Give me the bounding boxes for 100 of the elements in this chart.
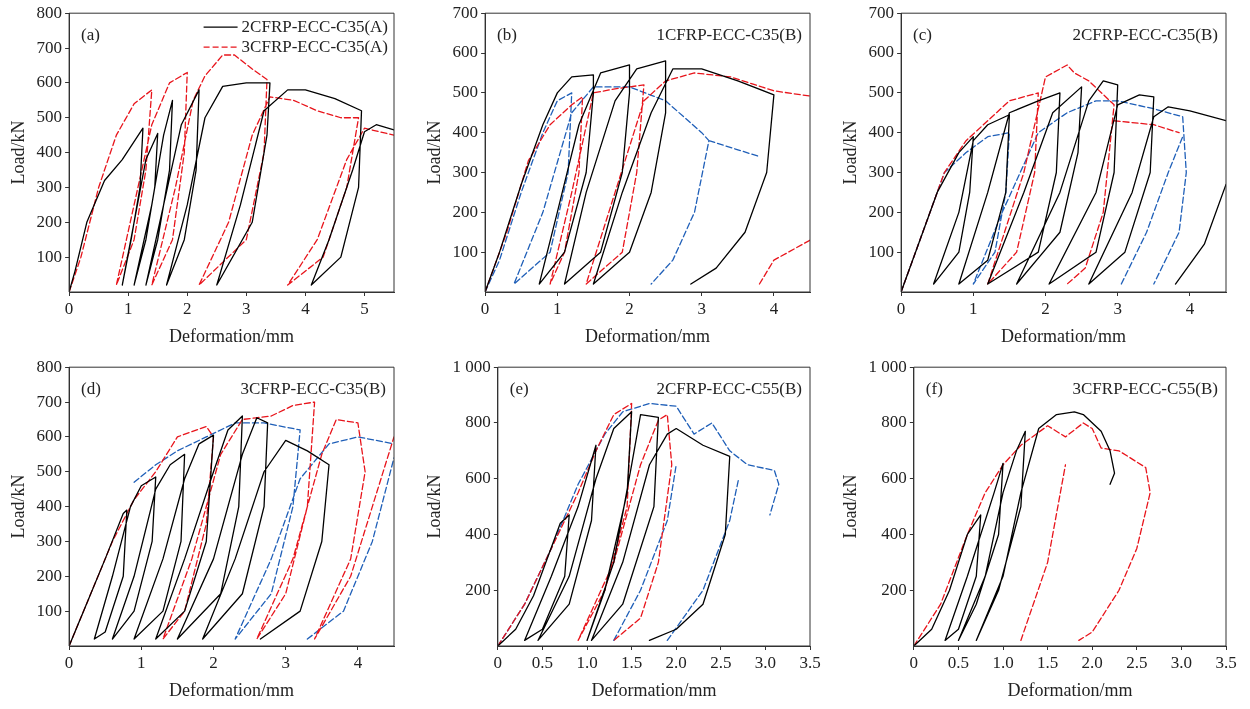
legend-label: 2CFRP-ECC-C35(A) — [241, 16, 389, 36]
annotation: (a) — [81, 24, 100, 44]
y-tick-label: 800 — [465, 412, 491, 432]
x-tick-label: 0.5 — [947, 652, 970, 672]
x-tick-label: 0 — [493, 652, 503, 672]
y-tick-label: 800 — [36, 356, 63, 376]
x-tick-label: 3.5 — [799, 652, 821, 672]
x-tick-label: 1.5 — [621, 652, 643, 672]
x-tick-label: 0 — [909, 652, 919, 672]
y-axis-title: Load/kN — [7, 474, 28, 539]
y-tick-label: 400 — [36, 496, 63, 516]
y-tick-label: 400 — [36, 142, 63, 162]
y-tick-label: 100 — [452, 241, 479, 261]
x-tick-label: 2 — [209, 652, 218, 672]
legend-label: 3CFRP-ECC-C35(A) — [241, 36, 389, 56]
line-series — [497, 402, 673, 646]
x-axis-title: Deformation/mm — [591, 679, 717, 700]
y-tick-label: 800 — [881, 412, 907, 432]
x-tick-label: 4 — [301, 298, 311, 318]
x-tick-label: 1.0 — [992, 652, 1014, 672]
y-tick-label: 700 — [36, 391, 63, 411]
y-tick-label: 500 — [36, 107, 63, 127]
y-tick-label: 800 — [36, 2, 63, 22]
x-tick-label: 0 — [64, 298, 74, 318]
x-tick-label: 2.5 — [1126, 652, 1148, 672]
y-tick-label: 200 — [36, 565, 63, 585]
x-axis-title: Deformation/mm — [1001, 325, 1127, 346]
x-tick-label: 3.5 — [1215, 652, 1237, 672]
annotation: (c) — [913, 24, 932, 44]
x-tick-label: 3.0 — [754, 652, 777, 672]
y-tick-label: 100 — [868, 241, 895, 261]
x-tick-label: 4 — [353, 652, 363, 672]
y-tick-label: 500 — [452, 82, 479, 102]
y-tick-label: 200 — [465, 579, 491, 599]
y-tick-label: 100 — [36, 246, 63, 266]
x-tick-label: 3.0 — [1170, 652, 1193, 672]
x-axis-title: Deformation/mm — [169, 325, 295, 346]
y-tick-label: 600 — [36, 72, 63, 92]
x-tick-label: 2.0 — [1081, 652, 1103, 672]
y-tick-label: 1 000 — [452, 356, 491, 376]
y-tick-label: 200 — [36, 211, 63, 231]
x-tick-label: 0 — [896, 298, 906, 318]
x-tick-label: 0.5 — [531, 652, 554, 672]
x-tick-label: 1 — [137, 652, 146, 672]
y-axis-title: Load/kN — [423, 120, 444, 185]
x-tick-label: 4 — [1185, 298, 1195, 318]
x-tick-label: 0 — [64, 652, 74, 672]
y-axis-title: Load/kN — [839, 120, 860, 185]
y-tick-label: 200 — [452, 201, 479, 221]
y-tick-label: 500 — [36, 461, 63, 481]
x-tick-label: 2 — [625, 298, 634, 318]
y-tick-label: 600 — [36, 426, 63, 446]
y-tick-label: 400 — [452, 122, 479, 142]
y-tick-label: 300 — [868, 161, 895, 181]
y-tick-label: 600 — [465, 468, 491, 488]
y-axis-title: Load/kN — [839, 474, 860, 539]
x-tick-label: 1.0 — [576, 652, 598, 672]
text: 3CFRP-ECC-C35(B) — [240, 378, 386, 398]
x-tick-label: 1 — [553, 298, 562, 318]
y-tick-label: 300 — [36, 530, 63, 550]
x-tick-label: 3 — [697, 298, 706, 318]
y-tick-label: 600 — [452, 42, 479, 62]
x-tick-label: 1 — [123, 298, 133, 318]
x-tick-label: 2.0 — [665, 652, 687, 672]
y-tick-label: 600 — [881, 468, 907, 488]
x-tick-label: 5 — [360, 298, 369, 318]
annotation: (f) — [925, 378, 943, 398]
x-tick-label: 1.5 — [1037, 652, 1059, 672]
y-axis-title: Load/kN — [423, 474, 444, 539]
y-tick-label: 600 — [868, 42, 895, 62]
annotation: (e) — [509, 378, 529, 398]
x-axis-title: Deformation/mm — [169, 679, 295, 700]
x-tick-label: 2 — [1041, 298, 1050, 318]
y-axis-title: Load/kN — [7, 120, 28, 185]
y-tick-label: 400 — [465, 523, 491, 543]
x-tick-label: 4 — [769, 298, 779, 318]
x-axis-title: Deformation/mm — [1007, 679, 1133, 700]
y-tick-label: 200 — [881, 579, 907, 599]
text: 2CFRP-ECC-C35(B) — [1072, 24, 1218, 44]
y-tick-label: 500 — [868, 82, 895, 102]
x-tick-label: 3 — [281, 652, 290, 672]
y-tick-label: 200 — [868, 201, 895, 221]
x-tick-label: 3 — [242, 298, 251, 318]
y-tick-label: 100 — [36, 600, 63, 620]
text: 2CFRP-ECC-C55(B) — [656, 378, 802, 398]
text: 3CFRP-ECC-C55(B) — [1072, 378, 1218, 398]
y-tick-label: 1 000 — [868, 356, 907, 376]
annotation: (b) — [497, 24, 517, 44]
y-tick-label: 700 — [868, 2, 895, 22]
x-tick-label: 2.5 — [710, 652, 732, 672]
x-axis-title: Deformation/mm — [585, 325, 711, 346]
y-tick-label: 400 — [868, 122, 895, 142]
y-tick-label: 700 — [36, 37, 63, 57]
y-tick-label: 700 — [452, 2, 479, 22]
y-tick-label: 400 — [881, 523, 907, 543]
x-tick-label: 2 — [183, 298, 192, 318]
y-tick-label: 300 — [36, 176, 63, 196]
text: 1CFRP-ECC-C35(B) — [656, 24, 802, 44]
y-tick-label: 300 — [452, 161, 479, 181]
annotation: (d) — [81, 378, 101, 398]
